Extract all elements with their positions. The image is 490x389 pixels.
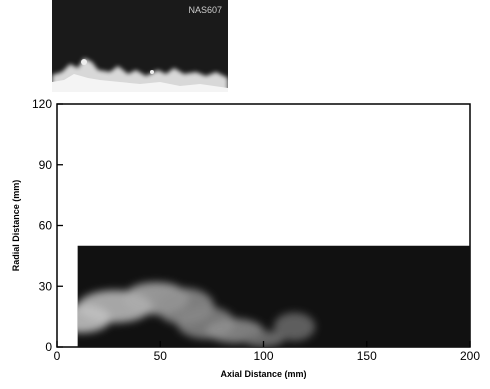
y-tick-label: 0 bbox=[45, 340, 52, 354]
inset-flame bbox=[52, 58, 228, 92]
intensity-region bbox=[273, 312, 316, 341]
x-tick-label: 50 bbox=[154, 349, 168, 363]
y-tick-label: 30 bbox=[39, 279, 53, 293]
y-tick-label: 60 bbox=[39, 219, 53, 233]
y-tick-label: 120 bbox=[32, 97, 52, 111]
intensity-blobs bbox=[77, 282, 316, 347]
x-tick-label: 200 bbox=[460, 349, 480, 363]
x-tick-label: 150 bbox=[357, 349, 377, 363]
x-axis-label: Axial Distance (mm) bbox=[220, 369, 306, 379]
x-tick-label: 100 bbox=[253, 349, 273, 363]
y-tick-label: 90 bbox=[39, 158, 53, 172]
y-axis-label: Radial Distance (mm) bbox=[11, 180, 21, 272]
inset-label: NAS607 bbox=[188, 5, 222, 15]
intensity-region bbox=[242, 330, 285, 347]
heatmap-field bbox=[77, 245, 471, 347]
inset-image: NAS607 bbox=[52, 0, 228, 92]
axes: 0 50 100 150 200 0 30 60 90 120 bbox=[32, 97, 480, 363]
x-tick-label: 0 bbox=[54, 349, 61, 363]
